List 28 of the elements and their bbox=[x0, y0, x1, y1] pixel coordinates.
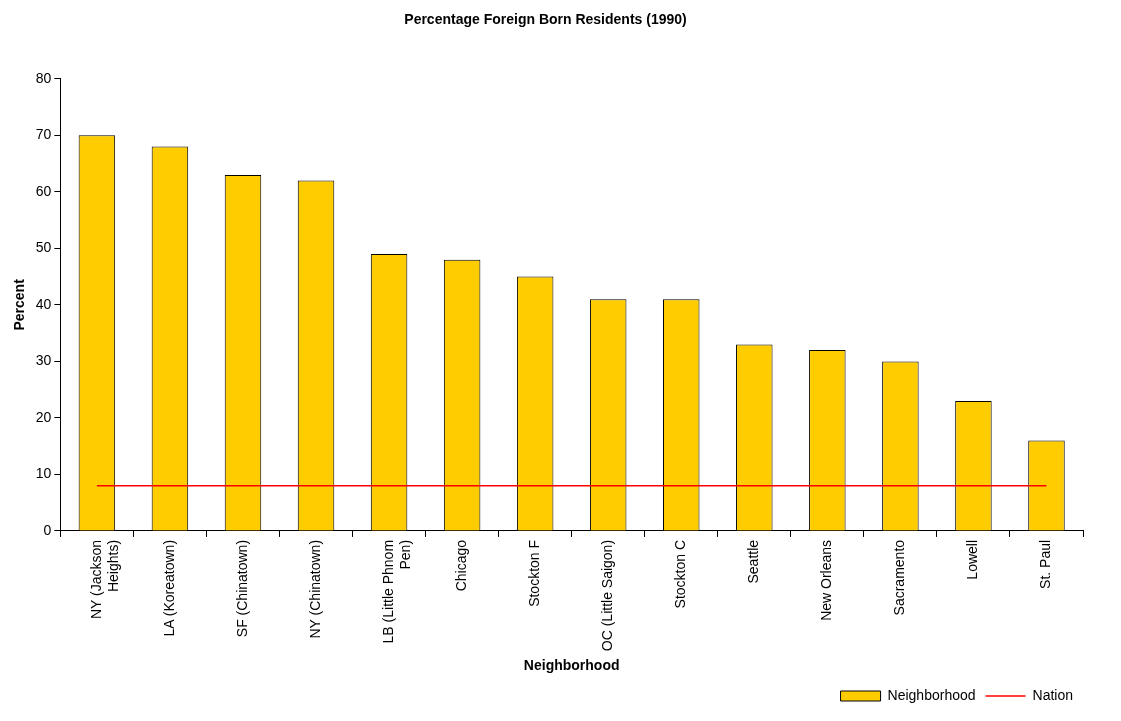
x-tick-label: St. Paul bbox=[1037, 539, 1054, 589]
x-tick-label: LA (Koreatown) bbox=[160, 539, 177, 637]
x-axis-title: Neighborhood bbox=[523, 657, 620, 674]
y-tick-label: 20 bbox=[35, 408, 52, 425]
legend-label: Neighborhood bbox=[887, 686, 976, 703]
y-tick-label: 10 bbox=[35, 465, 52, 482]
x-tick-label: Chicago bbox=[452, 539, 469, 592]
y-axis-title: Percent bbox=[11, 278, 28, 331]
x-tick-label: LB (Little Phnom Pen) bbox=[379, 539, 413, 644]
y-tick-label: 80 bbox=[35, 69, 52, 86]
y-tick-label: 70 bbox=[35, 126, 52, 143]
y-tick-label: 60 bbox=[35, 182, 52, 199]
x-tick-label: Seattle bbox=[745, 539, 762, 584]
y-tick-label: 0 bbox=[43, 521, 52, 538]
x-tick-label: Sacramento bbox=[891, 539, 908, 616]
legend-label: Nation bbox=[1032, 686, 1073, 703]
x-tick-label: New Orleans bbox=[818, 539, 835, 621]
x-tick-label: Stockton F bbox=[526, 539, 543, 607]
x-tick-label: NY (Jackson Heights) bbox=[87, 539, 121, 620]
x-tick-label: SF (Chinatown) bbox=[233, 539, 250, 638]
chart-title: Percentage Foreign Born Residents (1990) bbox=[404, 11, 687, 28]
y-tick-label: 30 bbox=[35, 352, 52, 369]
x-tick-label: Stockton C bbox=[672, 539, 689, 609]
y-tick-label: 40 bbox=[35, 295, 52, 312]
x-tick-label: NY (Chinatown) bbox=[306, 539, 323, 639]
x-tick-label: OC (Little Saigon) bbox=[599, 539, 616, 652]
y-tick-label: 50 bbox=[35, 239, 52, 256]
x-tick-label: Lowell bbox=[964, 539, 981, 580]
